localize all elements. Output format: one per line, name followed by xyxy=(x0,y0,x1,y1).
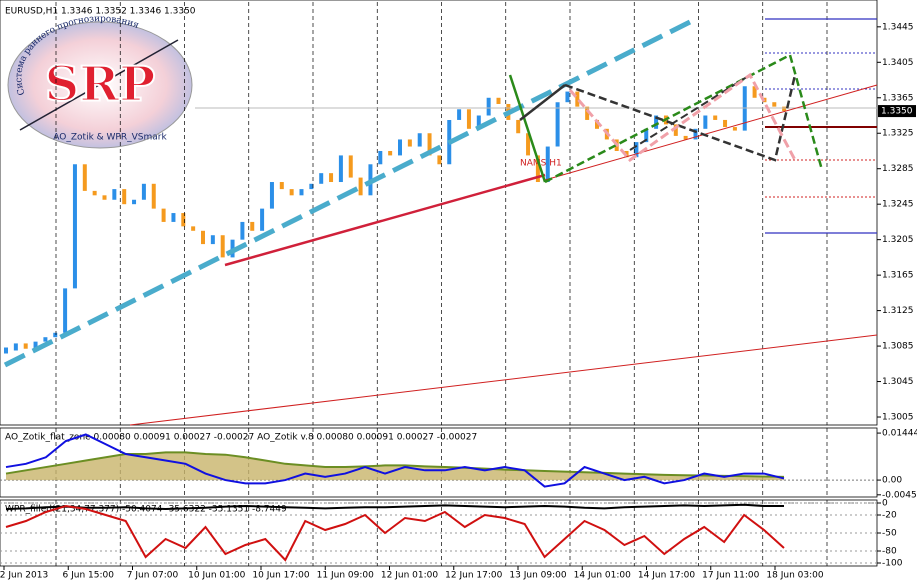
annotation: NAMS H1 xyxy=(520,159,562,169)
logo-subtitle: AO_Zotik & WPR_VSmark xyxy=(53,133,167,143)
y-tick-label: 0.01444 xyxy=(882,429,917,439)
y-tick-label: 1.3285 xyxy=(882,164,914,174)
x-tick-label: 2 Jun 2013 xyxy=(0,571,48,581)
y-tick-label: 1.3085 xyxy=(882,342,914,352)
ao-panel xyxy=(0,427,878,498)
logo-letters: SRP xyxy=(45,57,156,113)
x-tick-label: 14 Jun 17:00 xyxy=(638,571,695,581)
x-tick-label: 12 Jun 01:00 xyxy=(381,571,438,581)
line xyxy=(5,503,784,511)
x-tick-label: 12 Jun 17:00 xyxy=(445,571,502,581)
x-tick-label: 17 Jun 11:00 xyxy=(702,571,759,581)
price-panel xyxy=(0,0,878,426)
y-tick-label: 1.3205 xyxy=(882,235,914,245)
y-tick-label: 1.3245 xyxy=(882,200,914,210)
x-tick-label: 13 Jun 09:00 xyxy=(509,571,566,581)
x-tick-label: 10 Jun 17:00 xyxy=(252,571,309,581)
y-tick-label: -50 xyxy=(882,529,897,539)
panel-title: EURUSD,H1 1.3346 1.3352 1.3346 1.3350 xyxy=(5,7,196,17)
y-tick-label: 0.00 xyxy=(882,476,902,486)
y-tick-label: -0.00453 xyxy=(882,490,917,500)
y-tick-label: 1.3445 xyxy=(882,22,914,32)
y-tick-label: -20 xyxy=(882,511,897,521)
y-tick-label: 1.3005 xyxy=(882,413,914,423)
x-tick-label: 7 Jun 07:00 xyxy=(127,571,179,581)
y-tick-label: 0 xyxy=(882,499,888,509)
y-tick-label: 1.3165 xyxy=(882,271,914,281)
x-tick-label: 11 Jun 09:00 xyxy=(317,571,374,581)
panel-title: WPR_filled(21,34,77,377) -50.4074 -35.63… xyxy=(5,505,287,515)
y-tick-label: 1.3125 xyxy=(882,306,914,316)
panel-title: AO_Zotik_flat_zone 0.00080 0.00091 0.000… xyxy=(5,433,477,443)
x-tick-label: 18 Jun 03:00 xyxy=(766,571,823,581)
logo: SRP Система раннего прогнозирования AO_Z… xyxy=(7,14,193,149)
drawings xyxy=(3,18,878,426)
current-price-box xyxy=(878,105,916,118)
y-tick-label: -100 xyxy=(882,559,903,569)
y-tick-label: 1.3325 xyxy=(882,129,914,139)
y-tick-label: 1.3365 xyxy=(882,93,914,103)
current-price-label: 1.3350 xyxy=(881,107,913,117)
x-tick-label: 10 Jun 01:00 xyxy=(188,571,245,581)
x-tick-label: 6 Jun 15:00 xyxy=(63,571,115,581)
y-tick-label: 1.3405 xyxy=(882,58,914,68)
y-tick-label: 1.3045 xyxy=(882,377,914,387)
line xyxy=(5,433,785,488)
line xyxy=(5,451,785,478)
x-tick-label: 14 Jun 01:00 xyxy=(574,571,631,581)
y-tick-label: -80 xyxy=(882,547,897,557)
line xyxy=(5,504,785,562)
